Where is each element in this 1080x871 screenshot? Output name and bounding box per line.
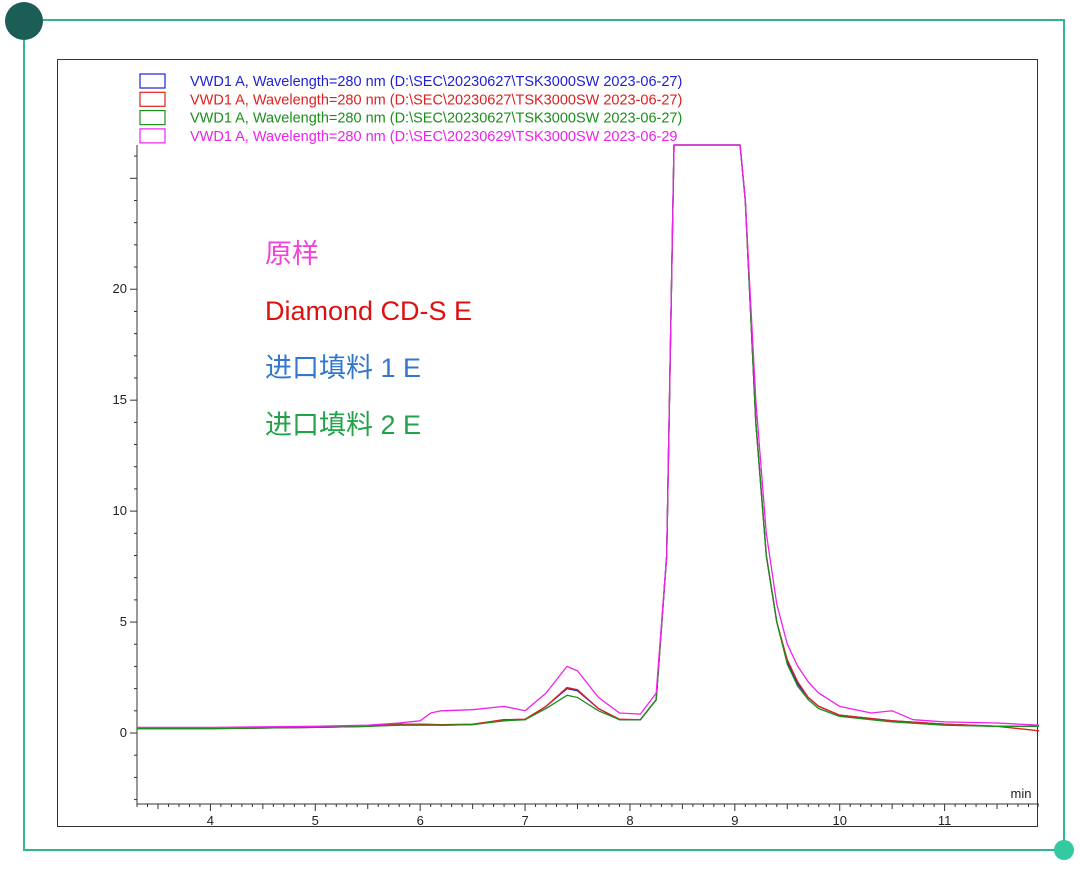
y-tick-label: 0 (120, 725, 127, 740)
x-tick-label: 5 (312, 813, 319, 828)
chart-axes: 0 5 10 15 20 4 5 6 7 8 9 10 11 min (113, 145, 1039, 828)
x-tick-label: 7 (521, 813, 528, 828)
x-tick-label: 9 (731, 813, 738, 828)
annotation-label-1: 原样 (265, 239, 319, 269)
legend-swatch-1 (139, 73, 166, 89)
legend-swatch-4 (139, 128, 166, 144)
legend-label-3: VWD1 A, Wavelength=280 nm (D:\SEC\202306… (190, 111, 682, 127)
legend-label-2: VWD1 A, Wavelength=280 nm (D:\SEC\202306… (190, 92, 682, 108)
series-layer (137, 144, 1039, 732)
chart-panel: 0 5 10 15 20 4 5 6 7 8 9 10 11 min VWD1 A, Wavelength… (57, 59, 1039, 828)
y-tick-label: 15 (113, 392, 127, 407)
annotation-label-2: Diamond CD-S E (265, 296, 472, 326)
legend: VWD1 A, Wavelength=280 nm (D:\SEC\202306… (139, 73, 682, 145)
y-tick-label: 10 (113, 503, 127, 518)
legend-swatch-2 (139, 91, 166, 107)
chromatogram-chart: 0 5 10 15 20 4 5 6 7 8 9 10 11 min VWD1 A, Wavelength… (113, 73, 1039, 828)
legend-label-4: VWD1 A, Wavelength=280 nm (D:\SEC\202306… (190, 129, 678, 145)
x-tick-label: 8 (626, 813, 633, 828)
x-tick-label: 6 (417, 813, 424, 828)
annotations: 原样 Diamond CD-S E 进口填料 1 E 进口填料 2 E (265, 239, 472, 440)
legend-label-1: VWD1 A, Wavelength=280 nm (D:\SEC\202306… (190, 74, 682, 90)
y-tick-label: 5 (120, 614, 127, 629)
x-unit-label: min (1011, 786, 1032, 801)
frame-dot-bottom-right (1054, 840, 1074, 860)
legend-swatch-3 (139, 109, 166, 126)
frame-dot-top-left (5, 2, 43, 40)
annotation-label-4: 进口填料 2 E (265, 410, 421, 440)
y-tick-label: 20 (113, 281, 127, 296)
x-tick-label: 4 (207, 813, 214, 828)
annotation-label-3: 进口填料 1 E (265, 353, 421, 383)
x-tick-label: 10 (832, 813, 846, 828)
x-tick-label: 11 (938, 813, 952, 828)
series-line-4 (137, 144, 1039, 729)
